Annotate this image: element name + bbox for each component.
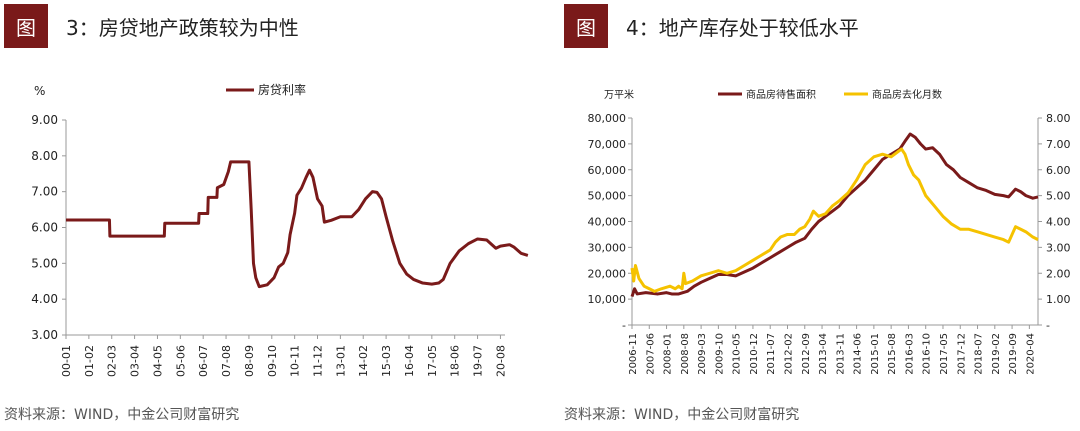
legend-label: 商品房待售面积 [746, 88, 816, 101]
chart-panel-left: 图 3：房贷地产政策较为中性 3.00 4.00 5.00 6.00 7.00 8.00 9… [4, 4, 529, 423]
source-note: 资料来源：WIND，中金公司财富研究 [564, 407, 800, 423]
y2-tick-label: 8.00 [1046, 112, 1071, 125]
x-tick-label: 2015-08 [887, 333, 898, 375]
x-tick-label: 2019-09 [1008, 333, 1019, 375]
chart-header-right: 图 4：地产库存处于较低水平 [564, 4, 859, 48]
x-tick-label: 2013-04 [818, 333, 829, 375]
line-chart-mortgage-rate: 3.00 4.00 5.00 6.00 7.00 8.00 9.00% 00-01 01-02 0… [31, 82, 529, 377]
legend-label: 房贷利率 [258, 82, 306, 97]
x-tick-label: 13-01 [334, 345, 347, 377]
x-tick-label: 2012-09 [801, 333, 812, 375]
x-tick-label: 2009-03 [697, 333, 708, 375]
x-tick-label: 2016-10 [922, 333, 933, 375]
x-tick-label: 18-06 [449, 345, 462, 377]
x-tick-label: 03-04 [129, 345, 142, 377]
y2-tick-label: 3.00 [1046, 241, 1071, 254]
x-tick-label: 06-07 [197, 345, 210, 377]
x-tick-label: 2006-11 [628, 333, 639, 375]
x-tick-label: 2017-05 [939, 333, 950, 375]
x-tick-label: 17-05 [426, 345, 439, 377]
x-tick-label: 2008-08 [680, 333, 691, 375]
x-tick-label: 11-12 [312, 345, 325, 377]
x-tick-label: 14-02 [357, 345, 370, 377]
x-tick-label: 2010-05 [732, 333, 743, 375]
x-tick-label: 2014-06 [853, 333, 864, 375]
x-tick-label: 2018-07 [974, 333, 985, 375]
x-tick-label: 09-10 [266, 345, 279, 377]
y-tick-label: 50,000 [588, 190, 627, 203]
chart-header-left: 图 3：房贷地产政策较为中性 [4, 4, 299, 48]
series-line-months-to-clear [630, 147, 1039, 293]
y-unit-label: % [34, 84, 45, 98]
x-tick-label: 2019-02 [991, 333, 1002, 375]
y2-tick-label: - [1046, 319, 1050, 332]
y-tick-label: 3.00 [31, 328, 58, 342]
x-tick-label: 20-08 [494, 345, 507, 377]
y2-tick-label: 5.00 [1046, 190, 1071, 203]
x-tick-label: 05-06 [174, 345, 187, 377]
x-tick-label: 2007-06 [645, 333, 656, 375]
figure-badge: 图 [564, 4, 608, 48]
x-tick-label: 2009-10 [714, 333, 725, 375]
x-tick-label: 2011-07 [766, 333, 777, 375]
x-tick-label: 2017-12 [956, 333, 967, 375]
y2-tick-label: 7.00 [1046, 138, 1071, 151]
x-tick-label: 19-07 [472, 345, 485, 377]
x-tick-label: 15-03 [380, 345, 393, 377]
y-tick-label: 10,000 [588, 293, 627, 306]
line-chart-housing-inventory: - 10,000 20,000 30,000 40,000 50,000 60,000 70,… [588, 88, 1071, 375]
y-tick-label: 60,000 [588, 164, 627, 177]
y-tick-label: - [622, 319, 626, 332]
x-tick-label: 08-09 [243, 345, 256, 377]
x-tick-label: 2010-12 [749, 333, 760, 375]
x-tick-label: 2016-03 [904, 333, 915, 375]
x-tick-label: 2020-04 [1025, 333, 1036, 375]
x-tick-label: 16-04 [403, 345, 416, 377]
y-tick-label: 20,000 [588, 267, 627, 280]
chart-title: 3：房贷地产政策较为中性 [66, 15, 299, 40]
y-tick-label: 70,000 [588, 138, 627, 151]
y-unit-label: 万平米 [604, 88, 634, 101]
x-tick-label: 2013-11 [835, 333, 846, 375]
x-tick-label: 01-02 [83, 345, 96, 377]
y2-tick-label: 2.00 [1046, 267, 1071, 280]
y2-tick-label: 1.00 [1046, 293, 1071, 306]
x-tick-label: 04-05 [151, 345, 164, 377]
y-tick-label: 4.00 [31, 292, 58, 306]
source-note: 资料来源：WIND，中金公司财富研究 [4, 407, 240, 423]
figure-badge: 图 [4, 4, 48, 48]
series-line-mortgage-rate [66, 160, 529, 289]
series-line-unsold-area [630, 132, 1039, 298]
y-tick-label: 7.00 [31, 185, 58, 199]
y-tick-label: 30,000 [588, 241, 627, 254]
chart-panel-right: 图 4：地产库存处于较低水平 - 10,000 20,000 30,000 40,000… [560, 0, 1080, 431]
y-tick-label: 80,000 [588, 112, 627, 125]
y-tick-label: 5.00 [31, 256, 58, 270]
x-tick-label: 10-11 [289, 345, 302, 377]
y2-tick-label: 4.00 [1046, 216, 1071, 229]
x-tick-label: 2015-01 [870, 333, 881, 375]
x-tick-label: 2012-02 [783, 333, 794, 375]
y-tick-label: 8.00 [31, 149, 58, 163]
legend-label: 商品房去化月数 [872, 88, 942, 101]
x-tick-label: 02-03 [106, 345, 119, 377]
chart-title: 4：地产库存处于较低水平 [626, 15, 859, 40]
x-tick-label: 07-08 [220, 345, 233, 377]
x-tick-label: 2008-01 [663, 333, 674, 375]
y2-tick-label: 6.00 [1046, 164, 1071, 177]
y-tick-label: 6.00 [31, 221, 58, 235]
x-tick-label: 00-01 [60, 345, 73, 377]
y-tick-label: 40,000 [588, 216, 627, 229]
y-tick-label: 9.00 [31, 113, 58, 127]
